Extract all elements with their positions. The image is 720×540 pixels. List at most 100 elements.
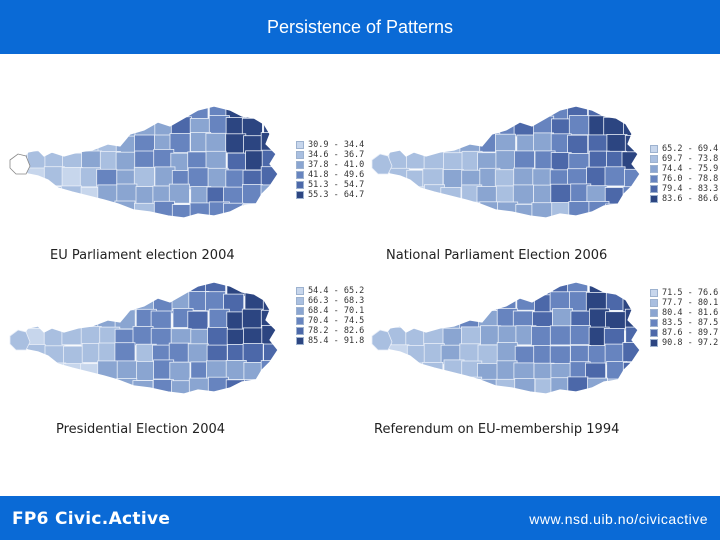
legend-item: 83.6 - 86.6 [650,194,718,204]
district-region [241,184,263,205]
legend-item: 66.3 - 68.3 [296,296,364,306]
district-region [263,114,278,135]
district-region [62,132,84,153]
district-region [460,117,482,138]
district-region [514,378,536,394]
district-region [134,116,156,137]
district-region [20,310,28,331]
district-region [187,106,209,120]
district-region [282,381,298,396]
district-region [27,106,49,119]
legend-item: 79.4 - 83.3 [650,184,718,194]
district-region [442,169,464,190]
district-region [407,133,429,154]
austria-map [371,281,660,395]
map-panel-referendum-1994: 71.5 - 76.6 77.7 - 80.1 80.4 - 81.6 83.5… [370,276,718,446]
district-region [567,134,589,155]
district-region [44,380,66,394]
district-region [388,203,410,218]
district-region [168,183,190,204]
country-outline [19,281,279,395]
footer-url: www.nsd.uib.no/civicactive [529,511,708,527]
district-region [461,326,482,347]
district-region [280,361,298,380]
district-region [279,344,298,363]
district-region [622,186,640,207]
district-region [549,291,571,312]
district-region [460,201,482,218]
legend-item: 34.6 - 36.7 [296,150,364,160]
district-region [226,152,248,173]
district-region [61,282,83,298]
district-region [225,360,247,380]
district-region [43,202,65,218]
vorarlberg-region [9,329,31,351]
district-region [442,106,464,119]
district-region [423,282,445,296]
district-region [569,325,591,346]
district-region [623,168,640,189]
district-region [116,183,138,204]
district-region [622,362,640,382]
district-region [382,311,393,332]
district-region [20,133,27,154]
legend-item: 83.5 - 87.5 [650,318,718,328]
district-region [260,282,278,296]
district-region [45,117,67,138]
legend-item: 68.4 - 70.1 [296,306,364,316]
district-region [442,201,464,218]
district-region [422,106,444,120]
footer-bar: FP6 Civic.Active www.nsd.uib.no/civicact… [0,496,720,540]
district-region [406,201,428,218]
district-region [382,293,389,314]
legend-item: 41.8 - 49.6 [296,170,364,180]
district-region [115,282,137,295]
map-caption: Referendum on EU-membership 1994 [374,422,620,437]
district-region [382,282,392,294]
legend-item: 87.6 - 89.7 [650,328,718,338]
district-region [260,184,278,205]
district-region [168,342,190,363]
district-region [621,376,640,394]
legend-item: 69.7 - 73.8 [650,154,718,164]
district-region [43,291,64,312]
district-region [78,204,100,218]
map-caption: Presidential Election 2004 [56,422,226,437]
district-region [24,377,46,394]
district-region [242,106,264,120]
district-region [440,187,462,208]
district-region [207,327,229,347]
district-region [20,292,30,313]
district-region [20,202,27,218]
district-region [513,117,535,138]
district-region [97,132,119,153]
district-region [641,360,660,379]
district-region [568,201,590,218]
district-region [262,106,278,120]
district-region [622,342,640,363]
district-region [513,150,535,171]
district-region [403,362,425,383]
district-region [43,106,65,121]
district-region [442,282,463,296]
district-region [624,202,640,218]
district-region [496,342,518,363]
legend-item: 30.9 - 34.4 [296,140,364,150]
district-region [260,360,278,381]
district-region [386,359,408,380]
district-region [459,291,481,312]
district-region [188,377,210,394]
district-region [495,290,517,311]
country-outline [381,105,641,219]
district-region [189,202,211,218]
map-caption: National Parliament Election 2006 [386,248,608,263]
district-region [621,106,640,120]
map-panel-eu-2004: 30.9 - 34.4 34.6 - 36.7 37.8 - 41.0 41.8… [8,100,364,270]
district-region [63,345,85,366]
district-region [441,115,463,136]
austria-map [9,281,298,396]
district-region [514,345,536,366]
district-region [187,343,209,364]
district-region [425,378,447,394]
legend-item: 51.3 - 54.7 [296,180,364,190]
